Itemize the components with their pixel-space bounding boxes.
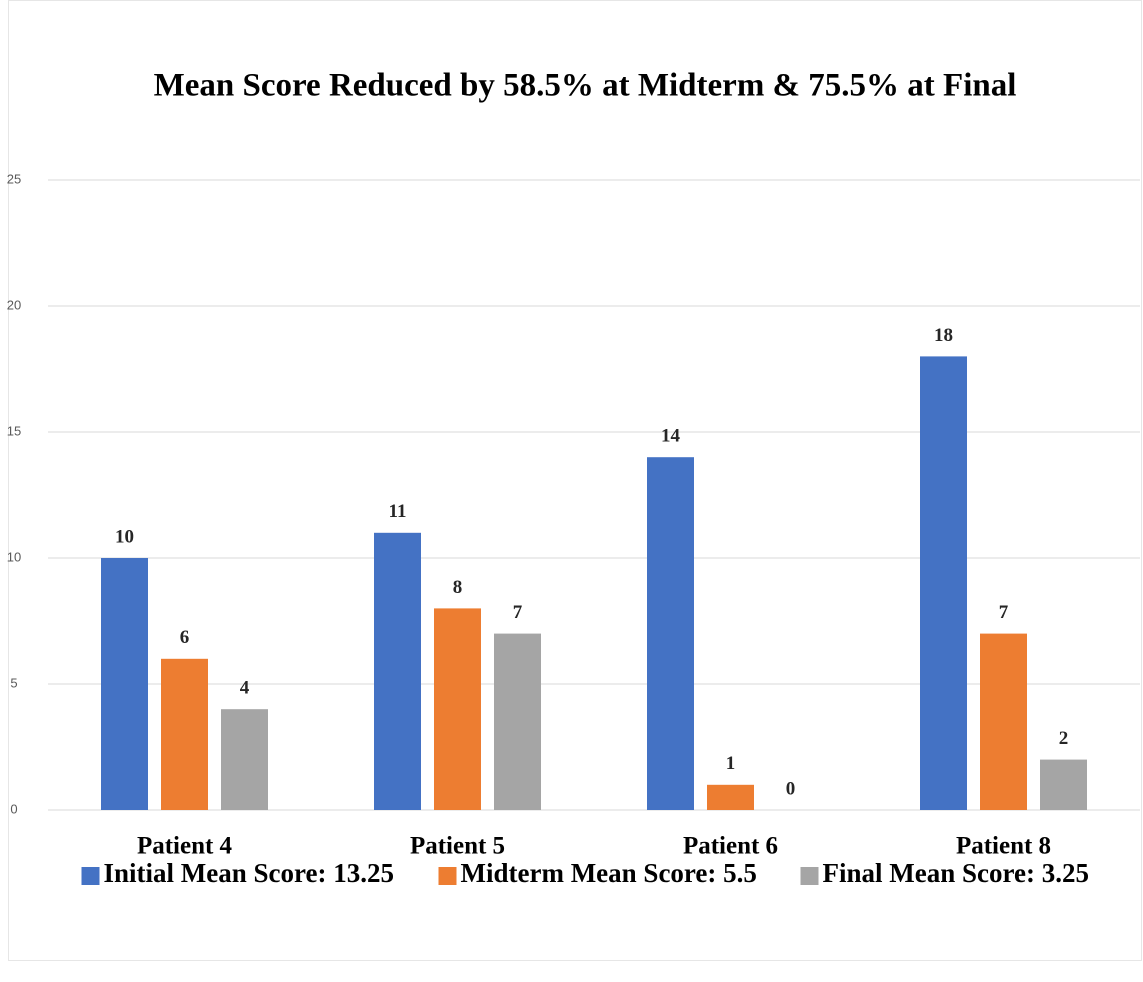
data-label: 7: [999, 602, 1009, 623]
x-tick-label: Patient 5: [410, 833, 505, 860]
x-tick-label: Patient 4: [137, 833, 233, 860]
data-label: 11: [389, 501, 407, 522]
data-label: 14: [661, 426, 681, 447]
chart-frame: [8, 0, 1142, 961]
y-tick-label: 5: [10, 675, 17, 690]
data-label: 4: [240, 678, 250, 699]
y-tick-label: 0: [10, 801, 17, 816]
bar: [101, 558, 148, 810]
legend-swatch: [800, 867, 819, 885]
y-tick-label: 25: [7, 171, 21, 186]
legend-label: Final Mean Score: 3.25: [823, 858, 1089, 888]
data-label: 18: [934, 325, 953, 346]
data-label: 1: [726, 753, 736, 774]
x-tick-label: Patient 8: [956, 833, 1051, 860]
data-label: 2: [1059, 728, 1069, 749]
legend-label: Initial Mean Score: 13.25: [104, 858, 394, 888]
data-label: 0: [786, 778, 796, 799]
bar: [221, 709, 268, 810]
y-tick-label: 20: [7, 297, 21, 312]
bar: [647, 457, 694, 810]
data-label: 8: [453, 577, 463, 598]
chart-title: Mean Score Reduced by 58.5% at Midterm &…: [154, 68, 1017, 104]
bar: [434, 608, 481, 810]
x-tick-label: Patient 6: [683, 833, 778, 860]
bar: [161, 658, 208, 810]
bar: [707, 784, 754, 810]
y-tick-label: 15: [7, 423, 21, 438]
bar: [1040, 759, 1087, 810]
legend-swatch: [438, 867, 457, 885]
bar: [494, 633, 541, 810]
legend-label: Midterm Mean Score: 5.5: [461, 858, 757, 888]
data-label: 10: [115, 526, 134, 547]
bar: [920, 356, 967, 810]
data-label: 7: [513, 602, 523, 623]
bar: [980, 633, 1027, 810]
bar: [374, 532, 421, 810]
y-tick-label: 10: [7, 549, 21, 564]
data-label: 6: [180, 627, 190, 648]
legend-swatch: [81, 867, 100, 885]
